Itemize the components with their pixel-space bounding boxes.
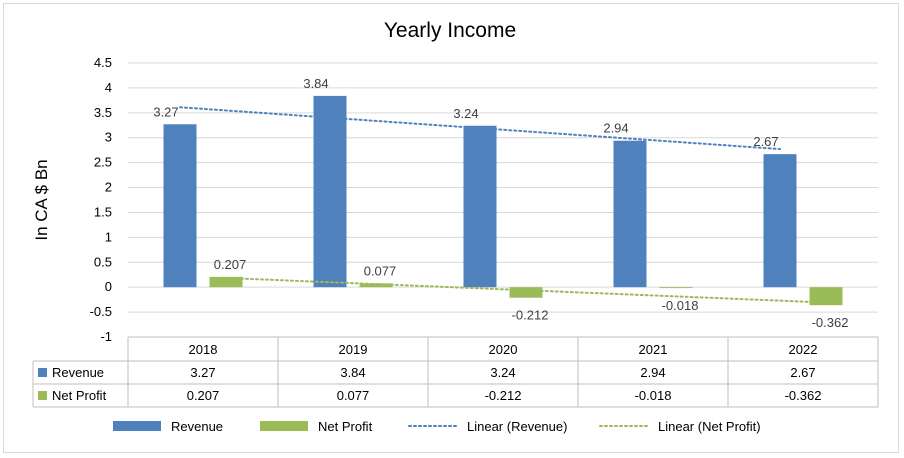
y-tick-label: 4 xyxy=(105,80,112,95)
y-tick-label: -0.5 xyxy=(90,304,112,319)
legend-label: Net Profit xyxy=(318,419,373,434)
table-cell: 2.94 xyxy=(640,365,665,380)
y-tick-label: -1 xyxy=(100,329,112,344)
revenue-data-label: 3.27 xyxy=(153,104,178,119)
chart-frame xyxy=(3,3,899,453)
net-profit-bar xyxy=(809,287,843,306)
table-series-name: Revenue xyxy=(52,365,104,380)
legend-key xyxy=(113,421,161,431)
table-cell: 0.207 xyxy=(187,388,220,403)
y-axis-ticks: 4.5 4 3.5 3 2.5 2 1.5 1 0.5 0 -0.5 -1 xyxy=(90,55,112,344)
y-tick-label: 0.5 xyxy=(94,254,112,269)
net-profit-data-label: 0.207 xyxy=(214,257,247,272)
net-profit-data-label: -0.362 xyxy=(812,315,849,330)
table-series-name: Net Profit xyxy=(52,388,107,403)
table-cell: 2.67 xyxy=(790,365,815,380)
data-labels: 3.27 3.84 3.24 2.94 2.67 0.207 0.077 -0.212 -0.0… xyxy=(153,76,848,330)
category-label: 2019 xyxy=(339,342,368,357)
table-cell: 3.84 xyxy=(340,365,365,380)
revenue-bar xyxy=(763,154,797,288)
revenue-data-label: 3.84 xyxy=(303,76,328,91)
legend: Revenue Net Profit Linear (Revenue) Linear … xyxy=(113,419,761,434)
legend-label: Linear (Net Profit) xyxy=(658,419,761,434)
y-tick-label: 3.5 xyxy=(94,105,112,120)
category-label: 2021 xyxy=(639,342,668,357)
net-profit-trendline xyxy=(225,276,827,304)
table-cell: 3.27 xyxy=(190,365,215,380)
y-tick-label: 1.5 xyxy=(94,204,112,219)
category-label: 2018 xyxy=(189,342,218,357)
table-cell: 3.24 xyxy=(490,365,515,380)
net-profit-data-label: -0.018 xyxy=(662,298,699,313)
net-profit-bar xyxy=(509,287,543,298)
net-profit-bar xyxy=(209,276,243,288)
y-tick-label: 2 xyxy=(105,180,112,195)
y-tick-label: 3 xyxy=(105,130,112,145)
table-legend-key xyxy=(38,368,47,377)
legend-label: Linear (Revenue) xyxy=(467,419,567,434)
net-profit-bar xyxy=(659,287,693,289)
net-profit-data-label: 0.077 xyxy=(364,263,397,278)
table-cell: -0.018 xyxy=(635,388,672,403)
revenue-bar xyxy=(463,125,497,288)
revenue-data-label: 2.94 xyxy=(603,121,628,136)
revenue-bar xyxy=(163,124,197,288)
y-tick-label: 4.5 xyxy=(94,55,112,70)
y-tick-label: 1 xyxy=(105,229,112,244)
net-profit-bar xyxy=(359,283,393,288)
y-tick-label: 0 xyxy=(105,279,112,294)
category-label: 2022 xyxy=(789,342,818,357)
table-cell: -0.362 xyxy=(785,388,822,403)
revenue-bar xyxy=(313,95,347,288)
table-cell: 0.077 xyxy=(337,388,370,403)
table-cell: -0.212 xyxy=(485,388,522,403)
table-legend-key xyxy=(38,391,47,400)
bars xyxy=(163,95,843,306)
net-profit-data-label: -0.212 xyxy=(512,308,549,323)
revenue-data-label: 3.24 xyxy=(453,106,478,121)
chart-title: Yearly Income xyxy=(384,19,516,42)
data-table: 2018 2019 2020 2021 2022 Revenue 3.27 3.84 3.24 2… xyxy=(32,336,879,408)
category-label: 2020 xyxy=(489,342,518,357)
y-tick-label: 2.5 xyxy=(94,155,112,170)
legend-label: Revenue xyxy=(171,419,223,434)
gridlines xyxy=(128,62,878,338)
legend-key xyxy=(260,421,308,431)
revenue-bar xyxy=(613,140,647,288)
y-axis-label: In CA $ Bn xyxy=(32,159,51,240)
revenue-data-label: 2.67 xyxy=(753,134,778,149)
revenue-trendline xyxy=(179,106,781,151)
trendlines xyxy=(179,106,827,304)
